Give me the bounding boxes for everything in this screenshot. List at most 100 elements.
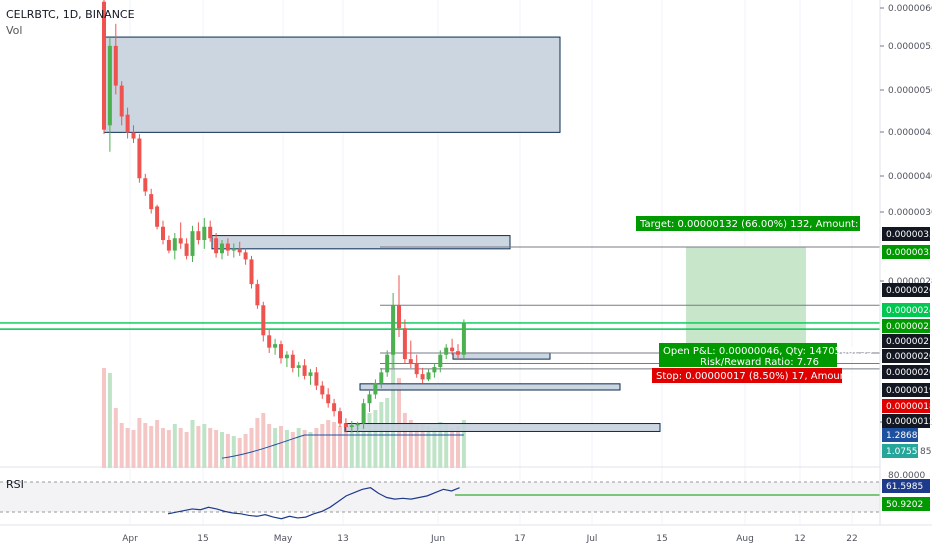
candle-body xyxy=(456,351,460,355)
volume-bar xyxy=(290,432,295,468)
volume-bar xyxy=(214,430,219,468)
volume-bar xyxy=(279,426,283,468)
volume-bar xyxy=(243,434,248,468)
candle-body xyxy=(397,305,401,329)
volume-bar xyxy=(308,432,313,468)
demand-supply-zones xyxy=(103,36,661,432)
volume-bar xyxy=(208,428,213,468)
volume-bar xyxy=(249,428,254,468)
candle-body xyxy=(102,1,106,130)
price-tick-label: 0.00000550 xyxy=(888,42,932,52)
volume-bar xyxy=(385,398,390,468)
candle-body xyxy=(172,238,177,251)
rsi-value-tag-bg xyxy=(882,479,930,493)
candle-body xyxy=(414,363,419,375)
price-tag-bg xyxy=(882,365,930,379)
candle-body xyxy=(190,231,195,256)
price-tick-label: 0.00000280 xyxy=(888,277,932,287)
volume-bar xyxy=(284,430,289,468)
candle-body xyxy=(279,344,283,359)
volume-bar xyxy=(178,428,183,468)
price-axis: 0.00000600 0.00000550 0.00000500 0.00000450… xyxy=(879,0,932,550)
rsi-line xyxy=(167,487,460,520)
candle-body xyxy=(308,372,313,376)
candle-body xyxy=(343,423,348,428)
candlesticks xyxy=(102,0,466,433)
candle-body xyxy=(338,411,342,424)
time-tick-label: Apr xyxy=(122,534,138,544)
price-tag-label: 0.00000332 xyxy=(886,248,932,258)
vol-tag-label: 1.0755 xyxy=(886,447,918,457)
candle-body xyxy=(391,305,396,355)
candle-body xyxy=(302,365,307,376)
volume-bar xyxy=(113,408,118,468)
volume-bar xyxy=(402,413,407,468)
volume-bars xyxy=(102,338,466,468)
candle-body xyxy=(155,206,160,227)
risk-reward-label: Risk/Reward Ratio: 7.76 xyxy=(700,357,819,368)
volume-bar xyxy=(255,418,260,468)
volume-bar xyxy=(326,420,331,468)
stop-label: Stop: 0.00000017 (8.50%) 17, Amount: 750 xyxy=(656,371,876,382)
volma-tag-label: 1.2868 xyxy=(886,431,918,441)
candle-body xyxy=(255,284,260,306)
zone-box xyxy=(211,235,511,250)
volume-bar xyxy=(202,424,207,468)
time-tick-label: 13 xyxy=(337,534,348,544)
volume-bar xyxy=(338,426,342,468)
target-label-bg xyxy=(636,216,860,231)
time-tick-label: 22 xyxy=(846,534,857,544)
rsi-ma-tag: 50.9202 xyxy=(886,500,923,510)
price-tag-bg xyxy=(882,245,930,259)
volume-bar xyxy=(231,436,236,468)
target-fill xyxy=(686,247,806,353)
price-tag-bg xyxy=(882,383,930,397)
candle-body xyxy=(184,243,189,256)
volume-bar xyxy=(361,408,366,468)
time-tick-label: 15 xyxy=(656,534,667,544)
volume-bar xyxy=(391,338,396,468)
candle-body xyxy=(231,248,236,251)
candle-body xyxy=(161,226,165,240)
price-tag-label: 0.00000239 xyxy=(886,322,932,332)
target-zone xyxy=(686,247,806,353)
rsi-value-tag: 61.5985 xyxy=(886,482,923,492)
price-tick-label: 0.00000600 xyxy=(888,4,932,14)
time-tick-label: Jun xyxy=(430,534,445,544)
open-pnl-label: Open P&L: 0.00000046, Qty: 1470588235 xyxy=(663,346,873,357)
candle-body xyxy=(261,305,266,336)
zone-box xyxy=(452,352,551,360)
volume-bar xyxy=(184,432,189,468)
target-label: Target: 0.00000132 (66.00%) 132, Amount:… xyxy=(639,219,903,230)
price-tick-label: 0.00000500 xyxy=(888,86,932,96)
price-tick-label: 0.00000400 xyxy=(888,172,932,182)
price-tag-bg xyxy=(882,399,930,413)
volume-bar xyxy=(456,426,460,468)
volume-bar xyxy=(143,423,148,468)
volume-bar xyxy=(450,428,455,468)
volume-bar xyxy=(107,373,112,468)
candle-body xyxy=(220,243,224,254)
symbol-title: CELRBTC, 1D, BINANCE xyxy=(6,8,135,21)
candle-body xyxy=(332,403,337,412)
volume-bar xyxy=(373,410,378,468)
time-tick-label: 12 xyxy=(794,534,805,544)
price-tag-label: 0.00000212 xyxy=(886,337,932,347)
volma-tag-bg xyxy=(882,428,918,442)
zone-box xyxy=(103,36,561,133)
time-tick-label: Aug xyxy=(736,534,754,544)
rsi-pane xyxy=(0,481,880,520)
volume-bar xyxy=(155,420,160,468)
time-tick-label: May xyxy=(274,534,293,544)
candle-body xyxy=(119,85,124,117)
open-pnl-bg xyxy=(659,343,837,367)
volume-bar xyxy=(444,424,449,468)
candle-body xyxy=(432,367,437,373)
volume-bar xyxy=(367,413,372,468)
volume-bar xyxy=(432,428,437,468)
candle-body xyxy=(208,226,213,239)
volume-bar xyxy=(296,428,301,468)
vol-tag-bg xyxy=(882,444,918,458)
